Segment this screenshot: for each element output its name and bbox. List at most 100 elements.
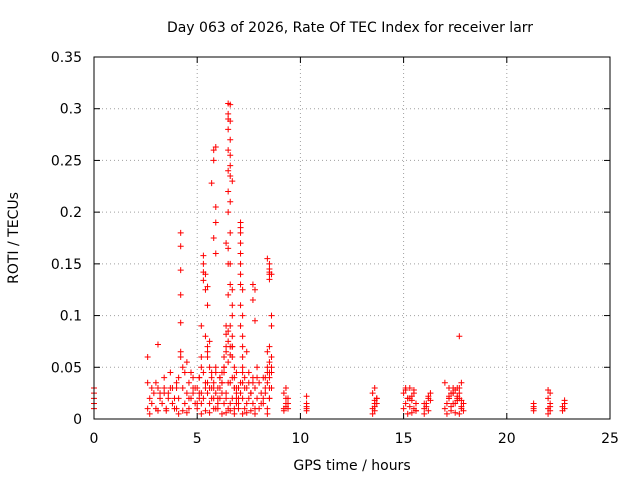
data-point (212, 364, 219, 371)
data-point (266, 260, 273, 267)
data-point (204, 379, 211, 386)
data-point (196, 374, 203, 381)
data-point (173, 405, 180, 412)
data-point (452, 387, 459, 394)
data-point (547, 390, 554, 397)
data-point (210, 147, 217, 154)
y-tick-label: 0.3 (60, 102, 82, 118)
data-point (198, 390, 205, 397)
data-point (227, 322, 234, 329)
y-tick-label: 0.35 (51, 50, 82, 66)
data-point (237, 240, 244, 247)
data-point (144, 405, 151, 412)
data-point (237, 250, 244, 257)
data-point (245, 379, 252, 386)
data-point (214, 400, 221, 407)
data-point (198, 322, 205, 329)
data-point (212, 143, 219, 150)
data-point (152, 379, 159, 386)
y-tick-label: 0.1 (60, 309, 82, 325)
data-point (183, 390, 190, 397)
data-point (443, 410, 450, 417)
data-point (177, 243, 184, 250)
data-point (456, 390, 463, 397)
data-point (233, 369, 240, 376)
data-point (547, 407, 554, 414)
data-point (225, 245, 232, 252)
data-point (218, 379, 225, 386)
data-point (260, 395, 267, 402)
data-point (227, 162, 234, 169)
data-point (225, 379, 232, 386)
data-point (371, 403, 378, 410)
data-point (450, 400, 457, 407)
data-point (227, 101, 234, 108)
data-point (175, 395, 182, 402)
data-point (458, 403, 465, 410)
data-point (227, 118, 234, 125)
data-point (239, 353, 246, 360)
y-tick-label: 0.25 (51, 153, 82, 169)
data-point (441, 379, 448, 386)
data-point (229, 395, 236, 402)
data-point (245, 395, 252, 402)
data-point (221, 400, 228, 407)
data-point (268, 384, 275, 391)
data-point (206, 338, 213, 345)
data-point (235, 405, 242, 412)
data-point (456, 333, 463, 340)
data-point (400, 390, 407, 397)
data-point (225, 110, 232, 117)
data-point (458, 379, 465, 386)
data-point (179, 407, 186, 414)
data-point (530, 400, 537, 407)
data-point (425, 407, 432, 414)
data-point (421, 410, 428, 417)
data-point (225, 126, 232, 133)
data-point (239, 312, 246, 319)
data-point (280, 390, 287, 397)
data-point (175, 374, 182, 381)
data-point (200, 252, 207, 259)
data-point (406, 384, 413, 391)
data-point (229, 343, 236, 350)
data-point (200, 369, 207, 376)
data-point (204, 390, 211, 397)
data-point (237, 379, 244, 386)
data-point (280, 407, 287, 414)
data-point (183, 409, 190, 416)
data-point (225, 147, 232, 154)
data-point (202, 333, 209, 340)
data-point (247, 407, 254, 414)
data-point (559, 403, 566, 410)
data-point (231, 410, 238, 417)
data-point (371, 397, 378, 404)
data-point (177, 267, 184, 274)
data-point (450, 390, 457, 397)
data-point (144, 379, 151, 386)
data-point (254, 395, 261, 402)
x-tick-label: 5 (193, 431, 202, 447)
data-point (212, 390, 219, 397)
data-point (194, 400, 201, 407)
data-point (441, 405, 448, 412)
data-point (161, 374, 168, 381)
data-point (561, 397, 568, 404)
data-point (157, 390, 164, 397)
data-point (204, 348, 211, 355)
data-point (173, 384, 180, 391)
data-point (268, 353, 275, 360)
data-point (249, 297, 256, 304)
data-point (181, 369, 188, 376)
data-point (146, 395, 153, 402)
data-point (251, 410, 258, 417)
data-point (423, 403, 430, 410)
data-point (239, 410, 246, 417)
data-point (303, 393, 310, 400)
data-point (251, 286, 258, 293)
data-point (235, 400, 242, 407)
data-point (177, 229, 184, 236)
data-point (235, 384, 242, 391)
data-point (266, 276, 273, 283)
data-point (421, 400, 428, 407)
